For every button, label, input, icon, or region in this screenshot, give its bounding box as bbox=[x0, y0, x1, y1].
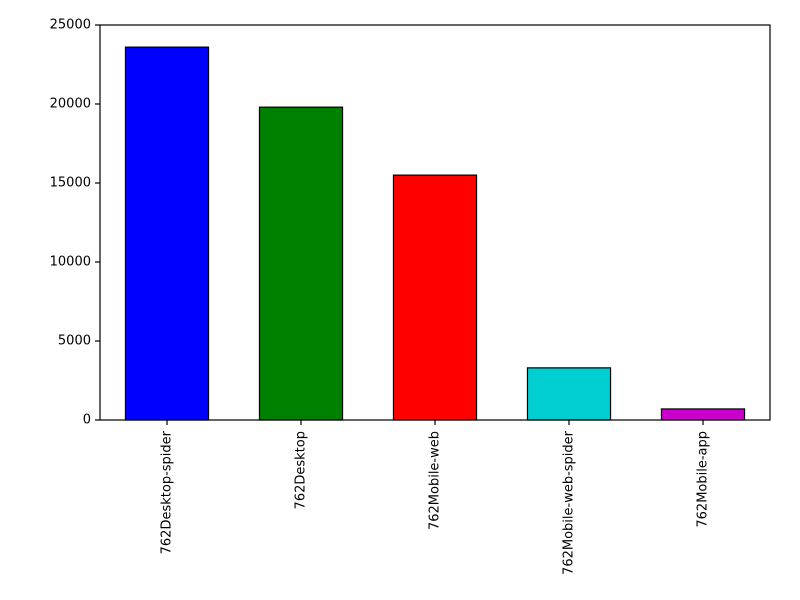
ytick-label: 10000 bbox=[50, 255, 91, 270]
ytick-label: 20000 bbox=[50, 97, 91, 112]
ytick-label: 5000 bbox=[58, 334, 91, 349]
bar bbox=[125, 47, 208, 420]
bar bbox=[661, 409, 744, 420]
xtick-label: 762Mobile-web-spider bbox=[562, 430, 577, 575]
xtick-label: 762Desktop-spider bbox=[160, 430, 175, 554]
ytick-label: 25000 bbox=[50, 18, 91, 33]
xtick-label: 762Desktop bbox=[294, 431, 309, 509]
bar-chart: 0 5000 10000 15000 20000 25000 762Desktop-spid… bbox=[0, 0, 800, 600]
xtick-label: 762Mobile-app bbox=[696, 431, 711, 528]
ytick-label: 0 bbox=[83, 413, 91, 428]
chart-svg: 0 5000 10000 15000 20000 25000 762Desktop-spid… bbox=[0, 0, 800, 600]
bar bbox=[527, 368, 610, 420]
xtick-label: 762Mobile-web bbox=[428, 431, 443, 530]
ytick-label: 15000 bbox=[50, 176, 91, 191]
bar bbox=[393, 175, 476, 420]
bar bbox=[259, 107, 342, 420]
